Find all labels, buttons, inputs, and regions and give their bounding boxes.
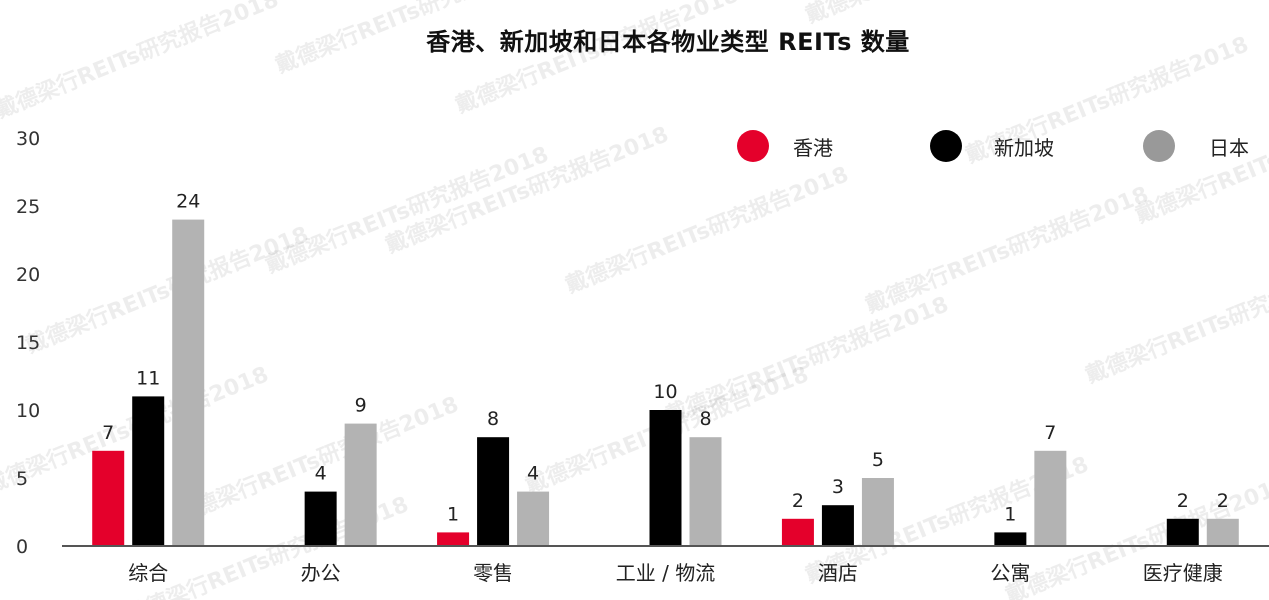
legend-swatch-japan (1143, 130, 1175, 162)
bar (1166, 518, 1199, 546)
data-label: 8 (487, 408, 499, 430)
x-tick-label: 酒店 (818, 561, 858, 585)
bar (172, 219, 205, 546)
legend-item-hongkong: 香港 (737, 130, 833, 162)
data-label: 10 (653, 381, 677, 403)
data-label: 8 (699, 408, 711, 430)
y-tick-label: 0 (16, 536, 28, 558)
legend-swatch-hongkong (737, 130, 769, 162)
bar (517, 491, 550, 546)
data-label: 1 (1004, 503, 1016, 525)
chart-title: 香港、新加坡和日本各物业类型 REITs 数量 (426, 28, 910, 56)
x-tick-label: 综合 (128, 561, 168, 585)
data-label: 24 (176, 191, 200, 213)
data-label: 2 (1177, 490, 1189, 512)
x-tick-label: 工业 / 物流 (616, 561, 715, 585)
legend-item-japan: 日本 (1143, 130, 1249, 162)
bar (649, 410, 682, 546)
legend-label-hongkong: 香港 (793, 135, 833, 160)
bar (1206, 518, 1239, 546)
legend-label-singapore: 新加坡 (994, 135, 1054, 160)
data-label: 4 (315, 463, 327, 485)
x-tick-label: 零售 (473, 561, 513, 585)
data-label: 4 (527, 463, 539, 485)
bar (132, 396, 165, 546)
legend-swatch-singapore (930, 130, 962, 162)
x-tick-label: 办公 (301, 561, 341, 585)
bar (344, 423, 377, 546)
bar (92, 450, 125, 546)
legend-item-singapore: 新加坡 (930, 130, 1054, 162)
bar (1034, 450, 1067, 546)
x-tick-label: 公寓 (990, 561, 1030, 585)
data-label: 7 (1044, 422, 1056, 444)
bar (304, 491, 337, 546)
data-label: 3 (832, 476, 844, 498)
data-label: 5 (872, 449, 884, 471)
y-tick-label: 20 (16, 264, 40, 286)
data-label: 2 (792, 490, 804, 512)
bar (821, 505, 854, 546)
data-label: 2 (1217, 490, 1229, 512)
bar (477, 437, 510, 546)
y-tick-label: 15 (16, 332, 40, 354)
y-tick-label: 30 (16, 128, 40, 150)
data-label: 7 (102, 422, 114, 444)
legend-label-japan: 日本 (1209, 135, 1249, 160)
y-tick-label: 5 (16, 468, 28, 490)
data-label: 1 (447, 503, 459, 525)
bar (994, 532, 1027, 546)
bar (861, 478, 894, 546)
data-label: 11 (136, 367, 160, 389)
bar (781, 518, 814, 546)
y-tick-label: 25 (16, 196, 40, 218)
bar (689, 437, 722, 546)
x-tick-label: 医疗健康 (1143, 561, 1223, 585)
bar (437, 532, 470, 546)
data-label: 9 (355, 395, 367, 417)
y-tick-label: 10 (16, 400, 40, 422)
